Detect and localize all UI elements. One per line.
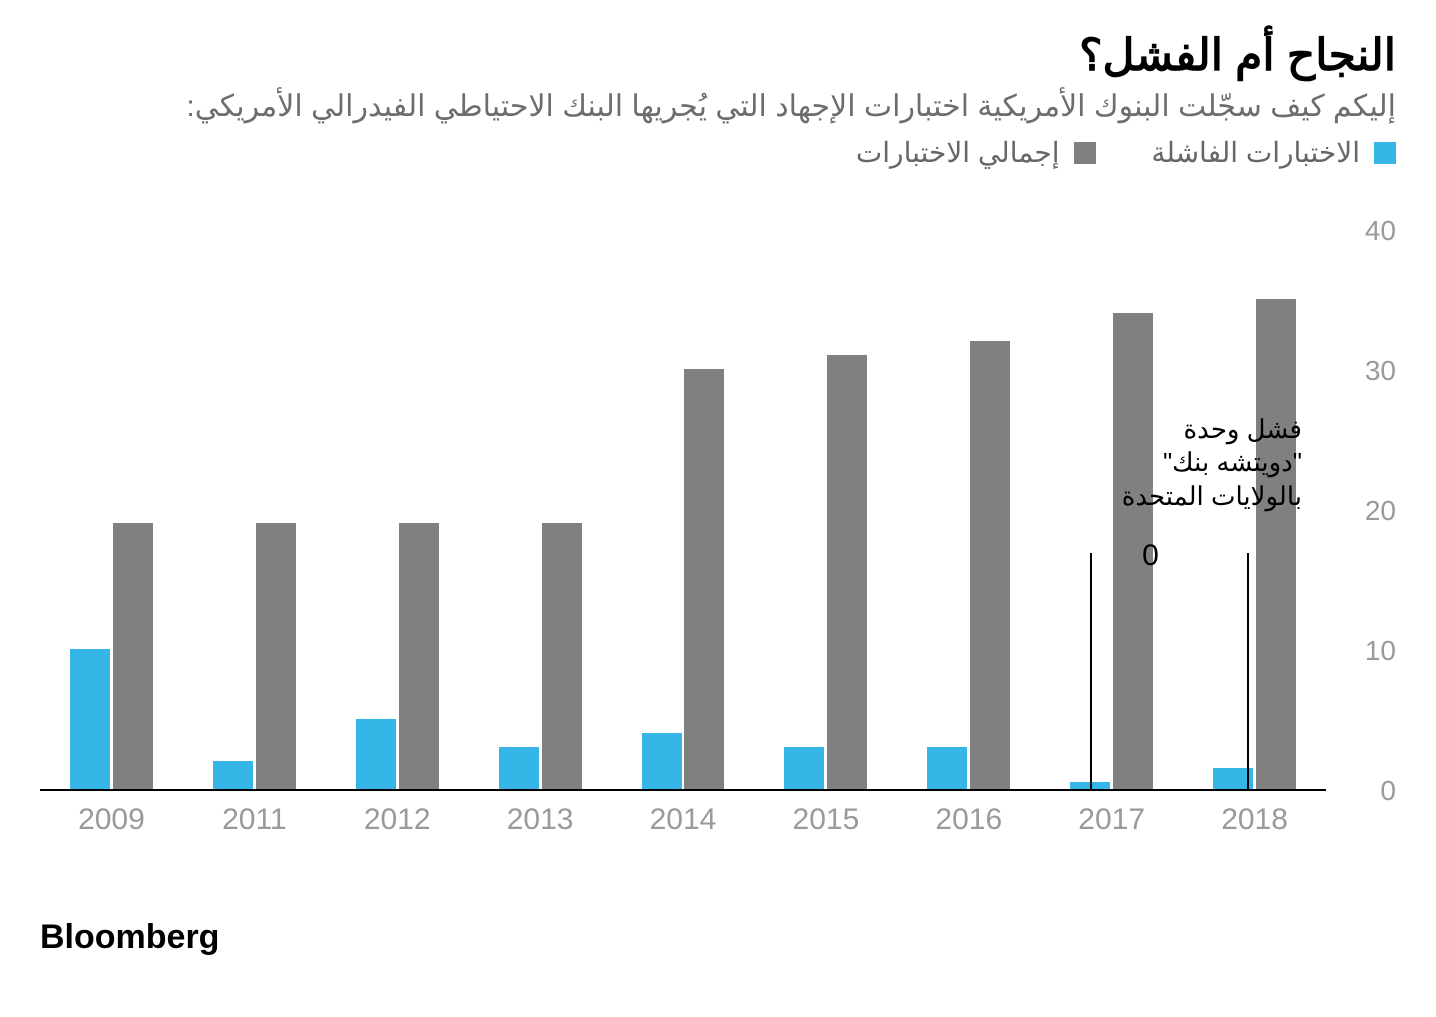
y-tick-label: 10: [1336, 635, 1396, 667]
y-tick-label: 20: [1336, 495, 1396, 527]
bar-failed: [927, 747, 967, 789]
annotation-text: فشل وحدة "دويتشه بنك" بالولايات المتحدة: [1006, 413, 1302, 514]
source-attribution: Bloomberg: [40, 918, 219, 957]
legend-item-total: إجمالي الاختبارات: [856, 136, 1096, 169]
bar-group: [326, 231, 469, 789]
y-tick-label: 40: [1336, 215, 1396, 247]
legend: الاختبارات الفاشلة إجمالي الاختبارات: [40, 136, 1396, 171]
chart-title: النجاح أم الفشل؟: [40, 30, 1396, 81]
y-tick-label: 0: [1336, 775, 1396, 807]
bar-group: [754, 231, 897, 789]
bar-failed: [70, 649, 110, 789]
bar-total: [1256, 299, 1296, 789]
legend-swatch-failed-icon: [1374, 142, 1396, 164]
x-tick-label: 2012: [326, 803, 469, 837]
legend-label-failed: الاختبارات الفاشلة: [1151, 136, 1360, 169]
annotation-leader-line: [1247, 553, 1249, 791]
bar-group: [183, 231, 326, 789]
chart-container: النجاح أم الفشل؟ إليكم كيف سجّلت البنوك …: [0, 0, 1436, 1017]
y-axis: 010203040: [1336, 231, 1396, 791]
bar-total: [542, 523, 582, 789]
x-tick-label: 2011: [183, 803, 326, 837]
plot-area: فشل وحدة "دويتشه بنك" بالولايات المتحدة 0: [40, 231, 1326, 791]
legend-swatch-total-icon: [1074, 142, 1096, 164]
y-tick-label: 30: [1336, 355, 1396, 387]
bar-failed: [784, 747, 824, 789]
bar-group: [612, 231, 755, 789]
bar-total: [256, 523, 296, 789]
x-tick-label: 2017: [1040, 803, 1183, 837]
bar-total: [827, 355, 867, 789]
bar-failed: [642, 733, 682, 789]
bar-total: [970, 341, 1010, 789]
bar-group: [469, 231, 612, 789]
annotation-value: 0: [1099, 539, 1159, 573]
bar-failed: [499, 747, 539, 789]
x-tick-label: 2013: [469, 803, 612, 837]
bar-total: [399, 523, 439, 789]
x-axis: 200920112012201320142015201620172018: [40, 803, 1326, 837]
x-tick-label: 2015: [754, 803, 897, 837]
x-tick-label: 2014: [612, 803, 755, 837]
bar-failed: [356, 719, 396, 789]
bar-failed: [213, 761, 253, 789]
x-tick-label: 2018: [1183, 803, 1326, 837]
bar-total: [684, 369, 724, 789]
chart-area: 010203040 فشل وحدة "دويتشه بنك" بالولايا…: [40, 231, 1396, 851]
annotation-leader-line: [1090, 553, 1092, 791]
x-tick-label: 2016: [897, 803, 1040, 837]
legend-label-total: إجمالي الاختبارات: [856, 136, 1060, 169]
legend-item-failed: الاختبارات الفاشلة: [1151, 136, 1396, 169]
x-tick-label: 2009: [40, 803, 183, 837]
bar-total: [113, 523, 153, 789]
chart-subtitle: إليكم كيف سجّلت البنوك الأمريكية اختبارا…: [40, 89, 1396, 124]
bar-group: [40, 231, 183, 789]
